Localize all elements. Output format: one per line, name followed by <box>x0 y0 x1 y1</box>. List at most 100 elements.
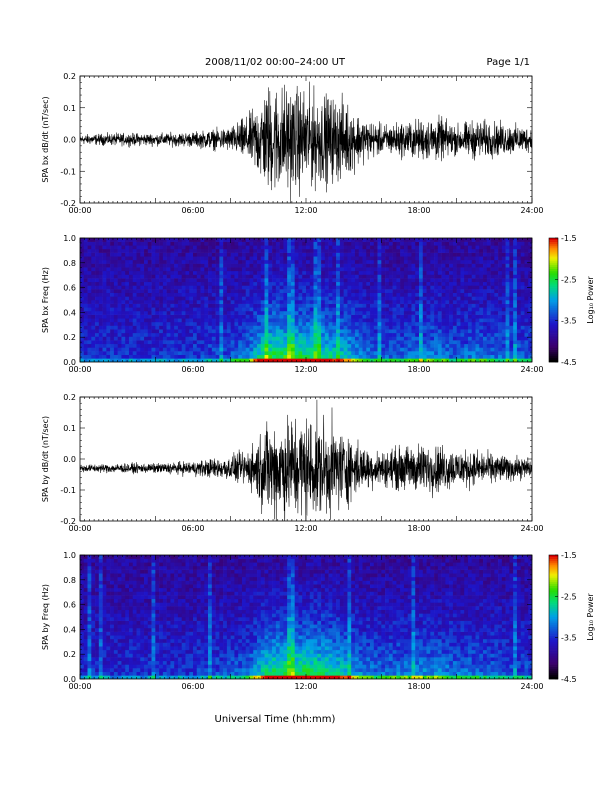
spectrogram-cell <box>392 263 397 268</box>
spectrogram-cell <box>509 336 514 341</box>
spectrogram-cell <box>373 245 378 250</box>
spectrogram-cell <box>302 321 307 326</box>
spectrogram-cell <box>241 318 247 323</box>
spectrogram-cell <box>245 340 250 345</box>
spectrogram-cell <box>381 259 386 264</box>
spectrogram-cell <box>215 332 220 337</box>
spectrogram-cell <box>204 358 209 362</box>
spectrogram-cell <box>257 354 262 359</box>
spectrogram-cell <box>234 256 239 261</box>
spectrogram-cell <box>437 358 442 362</box>
spectrogram-cell <box>87 660 92 665</box>
spectrogram-cell <box>343 300 348 304</box>
spectrogram-cell <box>219 343 224 348</box>
spectrogram-cell <box>283 259 288 264</box>
spectrogram-cell <box>140 248 145 253</box>
spectrogram-cell <box>283 263 288 268</box>
spectrogram-cell <box>185 343 190 348</box>
spectrogram-cell <box>302 347 307 352</box>
spectrogram-cell <box>460 248 465 253</box>
spectrogram-cell <box>204 303 209 308</box>
spectrogram-cell <box>294 318 299 323</box>
spectrogram-cell <box>211 358 216 362</box>
spectrogram-cell <box>501 281 506 286</box>
spectrogram-cell <box>324 314 329 319</box>
spectrogram-cell <box>91 303 96 308</box>
spectrogram-cell <box>181 343 186 348</box>
spectrogram-cell <box>309 314 314 319</box>
spectrogram-cell <box>155 314 160 319</box>
spectrogram-cell <box>181 325 186 330</box>
spectrogram-cell <box>230 292 235 297</box>
spectrogram-cell <box>434 307 439 312</box>
spectrogram-cell <box>403 274 408 279</box>
spectrogram-cell <box>140 289 145 294</box>
spectrogram-cell <box>467 329 473 334</box>
spectrogram-cell <box>385 241 390 246</box>
spectrogram-cell <box>332 281 337 286</box>
spectrogram-cell <box>467 343 473 348</box>
spectrogram-cell <box>117 310 122 315</box>
spectrogram-cell <box>358 259 363 264</box>
spectrogram-cell <box>162 245 167 250</box>
spectrogram-cell <box>189 314 194 319</box>
spectrogram-cell <box>125 300 130 304</box>
spectrogram-cell <box>479 321 484 326</box>
spectrogram-cell <box>437 336 442 341</box>
spectrogram-cell <box>80 562 85 567</box>
spectrogram-cell <box>298 263 303 268</box>
spectrogram-cell <box>366 354 371 359</box>
spectrogram-cell <box>121 314 126 319</box>
spectrogram-cell <box>106 292 111 297</box>
spectrogram-cell <box>343 252 348 257</box>
spectrogram-cell <box>283 285 288 290</box>
spectrogram-cell <box>516 248 521 253</box>
spectrogram-cell <box>509 248 514 253</box>
spectrogram-cell <box>309 285 314 290</box>
spectrogram-cell <box>98 241 103 246</box>
spectrogram-cell <box>223 292 228 297</box>
colorbar-swatch <box>549 353 558 357</box>
spectrogram-cell <box>159 267 164 272</box>
spectrogram-cell <box>377 310 382 315</box>
spectrogram-cell <box>268 310 273 315</box>
spectrogram-cell <box>354 270 360 275</box>
spectrogram-cell <box>486 256 491 261</box>
spectrogram-cell <box>437 259 442 264</box>
spectrogram-cell <box>193 248 198 253</box>
spectrogram-cell <box>294 296 299 301</box>
spectrogram-cell <box>415 314 420 319</box>
spectrogram-cell <box>200 318 205 323</box>
spectrogram-cell <box>196 256 201 261</box>
spectrogram-cell <box>385 321 390 326</box>
spectrogram-cell <box>83 576 88 581</box>
spectrogram-cell <box>241 347 247 352</box>
spectrogram-cell <box>332 325 337 330</box>
spectrogram-cell <box>181 321 186 326</box>
spectrogram-cell <box>452 285 457 290</box>
spectrogram-cell <box>80 267 85 272</box>
spectrogram-cell <box>332 354 337 359</box>
spectrogram-cell <box>290 336 295 341</box>
spectrogram-cell <box>102 300 107 304</box>
spectrogram-cell <box>223 281 228 286</box>
spectrogram-cell <box>354 358 360 362</box>
spectrogram-cell <box>264 248 269 253</box>
spectrogram-cell <box>321 347 326 352</box>
spectrogram-cell <box>513 325 518 330</box>
spectrogram-cell <box>166 248 171 253</box>
spectrogram-cell <box>128 296 134 301</box>
spectrogram-cell <box>159 318 164 323</box>
spectrogram-cell <box>223 354 228 359</box>
spectrogram-cell <box>249 336 254 341</box>
spectrogram-cell <box>516 252 521 257</box>
spectrogram-cell <box>460 358 465 362</box>
spectrogram-cell <box>430 307 435 312</box>
spectrogram-cell <box>147 274 152 279</box>
colorbar-swatch <box>549 345 558 348</box>
spectrogram-cell <box>245 358 250 362</box>
spectrogram-cell <box>385 340 390 345</box>
spectrogram-cell <box>87 259 92 264</box>
spectrogram-cell <box>102 347 107 352</box>
spectrogram-cell <box>245 289 250 294</box>
